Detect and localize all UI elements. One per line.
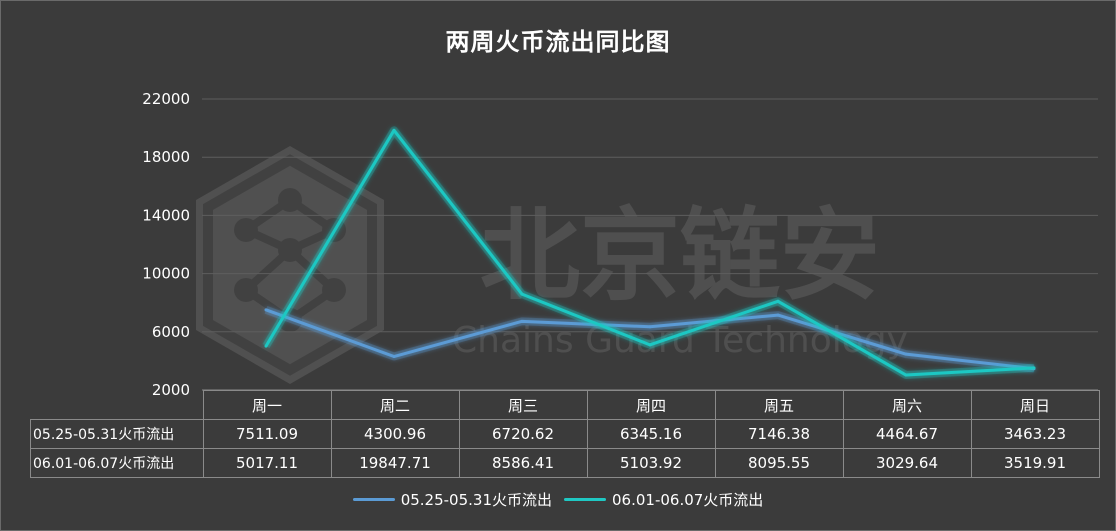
table-cell: 19847.71 — [330, 448, 460, 478]
series-2-point — [520, 292, 524, 296]
y-tick-label: 22000 — [142, 90, 190, 108]
legend: 05.25-05.31火币流出 06.01-06.07火币流出 — [0, 489, 1116, 510]
table-cell: 7511.09 — [202, 419, 332, 449]
table-header-thu: 周四 — [586, 390, 716, 420]
table-cell: 3519.91 — [970, 448, 1100, 478]
legend-swatch-series-2 — [564, 498, 606, 501]
legend-item-series-1: 05.25-05.31火币流出 — [352, 489, 552, 510]
series-2-point — [776, 299, 780, 303]
y-tick-label: 14000 — [142, 206, 190, 224]
series-1-point — [264, 308, 268, 312]
legend-swatch-series-1 — [352, 498, 395, 501]
table-cell: 6345.16 — [586, 419, 716, 449]
series-1-point — [392, 355, 396, 359]
series-1-point — [776, 313, 780, 317]
table-cell: 7146.38 — [714, 419, 844, 449]
table-row-label: 06.01-06.07火币流出 — [30, 448, 204, 478]
table-header-tue: 周二 — [330, 390, 460, 420]
table-row: 05.25-05.31火币流出 7511.09 4300.96 6720.62 … — [30, 419, 1100, 449]
table-cell: 5103.92 — [586, 448, 716, 478]
series-1-point — [648, 325, 652, 329]
legend-item-series-2: 06.01-06.07火币流出 — [564, 489, 763, 510]
series-2-point — [264, 344, 268, 348]
table-cell: 8586.41 — [458, 448, 588, 478]
series-1-point — [904, 352, 908, 356]
y-tick-label: 18000 — [142, 148, 190, 166]
table-cell: 3463.23 — [970, 419, 1100, 449]
table-header-sun: 周日 — [970, 390, 1100, 420]
table-cell: 8095.55 — [714, 448, 844, 478]
series-2-point — [648, 343, 652, 347]
legend-label-series-2: 06.01-06.07火币流出 — [612, 491, 764, 509]
series-1-line — [265, 308, 1035, 371]
table-header-wed: 周三 — [458, 390, 588, 420]
table-cell: 4300.96 — [330, 419, 460, 449]
y-tick-label: 10000 — [142, 265, 190, 283]
table-cell: 5017.11 — [202, 448, 332, 478]
series-2-point — [1032, 366, 1036, 370]
series-1-glow — [264, 306, 1035, 373]
y-tick-label: 6000 — [152, 323, 190, 341]
series-2-glow — [262, 126, 1035, 380]
table-row: 06.01-06.07火币流出 5017.11 19847.71 8586.41… — [30, 448, 1100, 478]
table-cell: 3029.64 — [842, 448, 972, 478]
series-2-point — [392, 128, 396, 132]
table-header-row: 周一 周二 周三 周四 周五 周六 周日 — [30, 390, 1100, 420]
legend-label-series-1: 05.25-05.31火币流出 — [400, 491, 552, 509]
series-2-point — [904, 373, 908, 377]
data-table: 周一 周二 周三 周四 周五 周六 周日 05.25-05.31火币流出 751… — [30, 390, 1100, 478]
series-2-line — [264, 128, 1035, 377]
table-cell: 4464.67 — [842, 419, 972, 449]
table-row-label: 05.25-05.31火币流出 — [30, 419, 204, 449]
chart-title: 两周火币流出同比图 — [445, 27, 671, 56]
table-header-fri: 周五 — [714, 390, 844, 420]
series-1-point — [520, 319, 524, 323]
table-cell: 6720.62 — [458, 419, 588, 449]
table-corner — [30, 390, 204, 420]
table-header-mon: 周一 — [202, 390, 332, 420]
table-header-sat: 周六 — [842, 390, 972, 420]
